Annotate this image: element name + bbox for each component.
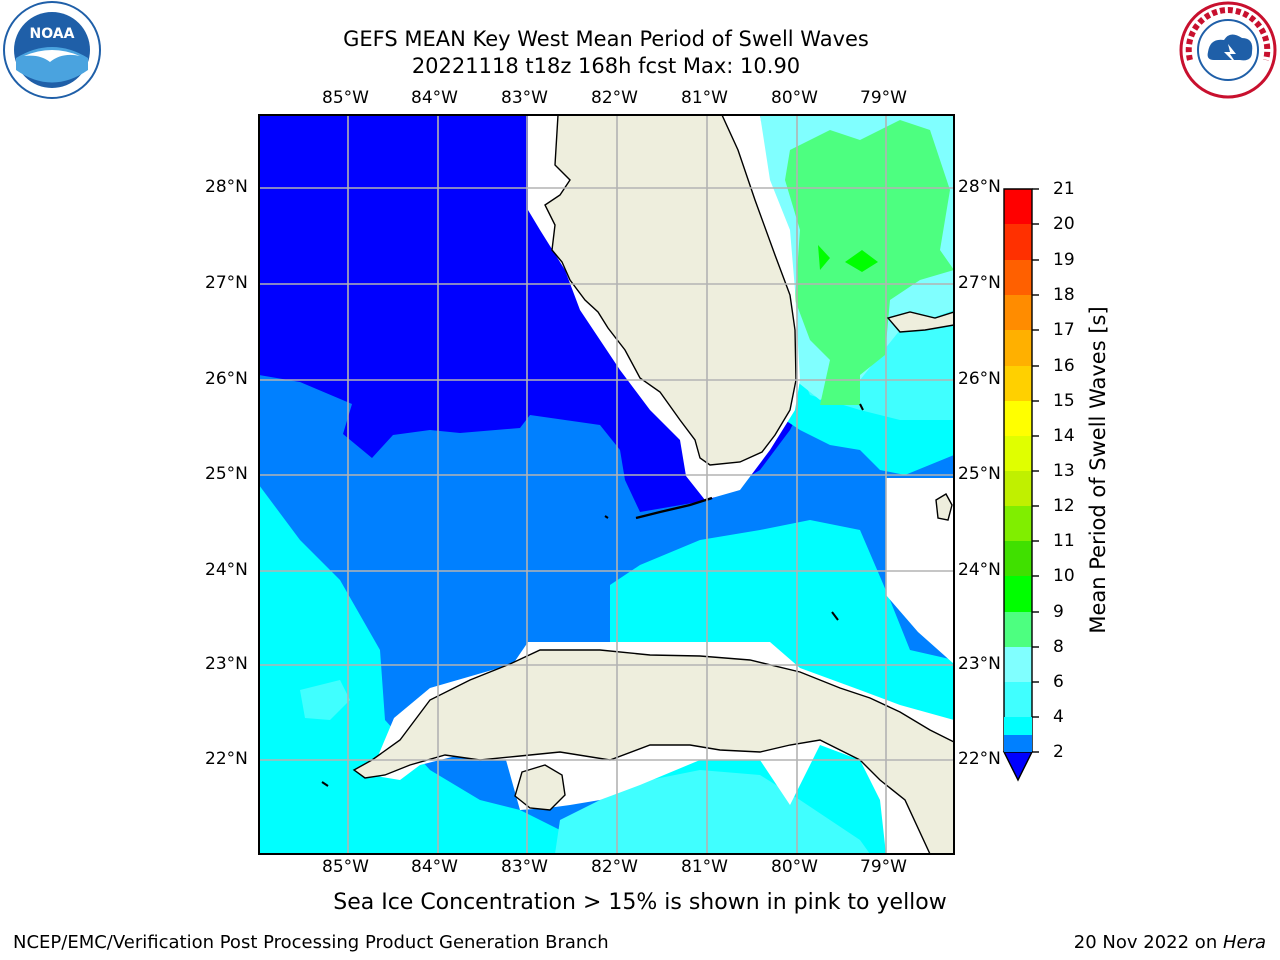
- lon-label-top: 83°W: [501, 88, 548, 108]
- land-florida: [544, 115, 797, 466]
- land-cuba: [352, 649, 954, 854]
- lon-label-top: 81°W: [681, 88, 728, 108]
- map-frame: [258, 114, 955, 855]
- lon-label-top: 79°W: [860, 88, 907, 108]
- lon-label-bottom: 80°W: [771, 857, 818, 877]
- colorbar-tick-label: 17: [1053, 320, 1075, 340]
- colorbar-tick-label: 12: [1053, 496, 1075, 516]
- colorbar: [1002, 188, 1039, 782]
- chart-title: GEFS MEAN Key West Mean Period of Swell …: [343, 27, 869, 51]
- small-island: [831, 611, 839, 621]
- colorbar-tick-label: 11: [1053, 531, 1075, 551]
- small-island: [321, 781, 329, 787]
- lat-label-left: 28°N: [205, 177, 248, 197]
- noaa-logo-icon: NOAA: [2, 0, 102, 100]
- lon-label-top: 82°W: [591, 88, 638, 108]
- lon-label-bottom: 81°W: [681, 857, 728, 877]
- lat-label-left: 27°N: [205, 273, 248, 293]
- lat-label-left: 22°N: [205, 749, 248, 769]
- lon-label-top: 80°W: [771, 88, 818, 108]
- swell-field-11-12: [845, 250, 878, 272]
- colorbar-tick-label: 20: [1053, 214, 1075, 234]
- lat-label-right: 24°N: [958, 560, 1001, 580]
- lat-label-left: 23°N: [205, 654, 248, 674]
- nws-logo-icon: [1178, 0, 1278, 100]
- footer-date-text: 20 Nov 2022 on: [1073, 932, 1223, 953]
- footer-credit: NCEP/EMC/Verification Post Processing Pr…: [13, 932, 609, 953]
- colorbar-tick-label: 13: [1053, 461, 1075, 481]
- lat-label-left: 24°N: [205, 560, 248, 580]
- lon-label-top: 85°W: [322, 88, 369, 108]
- lat-label-right: 25°N: [958, 464, 1001, 484]
- colorbar-tick-label: 10: [1053, 566, 1075, 586]
- colorbar-tick-label: 18: [1053, 285, 1075, 305]
- colorbar-tick-label: 16: [1053, 356, 1075, 376]
- colorbar-tick-label: 21: [1053, 179, 1075, 199]
- noaa-logo-text: NOAA: [30, 26, 75, 42]
- colorbar-tick-label: 14: [1053, 426, 1075, 446]
- colorbar-band-2-4: [1004, 735, 1032, 752]
- swell-field-6-8: [259, 485, 600, 854]
- colorbar-tick-label: 15: [1053, 391, 1075, 411]
- lon-label-bottom: 82°W: [591, 857, 638, 877]
- lon-label-bottom: 85°W: [322, 857, 369, 877]
- footer-host: Hera: [1222, 932, 1266, 953]
- lat-label-right: 23°N: [958, 654, 1001, 674]
- lat-label-left: 26°N: [205, 369, 248, 389]
- land-bahamas: [886, 311, 954, 333]
- swell-field-8-9: [300, 680, 350, 720]
- colorbar-tick-label: 6: [1053, 672, 1064, 692]
- lon-label-bottom: 83°W: [501, 857, 548, 877]
- lat-label-left: 25°N: [205, 464, 248, 484]
- florida-keys: [635, 496, 713, 520]
- lon-label-bottom: 79°W: [860, 857, 907, 877]
- colorbar-tick-label: 2: [1053, 742, 1064, 762]
- land-andros: [935, 493, 953, 521]
- lat-label-right: 27°N: [958, 273, 1001, 293]
- sea-ice-note: Sea Ice Concentration > 15% is shown in …: [333, 890, 947, 915]
- lat-label-right: 28°N: [958, 177, 1001, 197]
- lat-label-right: 22°N: [958, 749, 1001, 769]
- lat-label-right: 26°N: [958, 369, 1001, 389]
- map-gridlines: [259, 115, 954, 854]
- swell-field-8-9: [555, 770, 870, 854]
- lon-label-top: 84°W: [411, 88, 458, 108]
- small-island: [604, 515, 609, 519]
- swell-field-11-12: [818, 245, 830, 270]
- chart-subtitle: 20221118 t18z 168h fcst Max: 10.90: [411, 54, 801, 78]
- colorbar-tick-label: 8: [1053, 637, 1064, 657]
- colorbar-tick-label: 4: [1053, 707, 1064, 727]
- footer-date: 20 Nov 2022 on Hera: [1074, 932, 1266, 953]
- colorbar-label: Mean Period of Swell Waves [s]: [1086, 306, 1110, 634]
- small-island: [859, 403, 864, 411]
- colorbar-tick-label: 9: [1053, 602, 1064, 622]
- lon-label-bottom: 84°W: [411, 857, 458, 877]
- colorbar-tick-label: 19: [1053, 250, 1075, 270]
